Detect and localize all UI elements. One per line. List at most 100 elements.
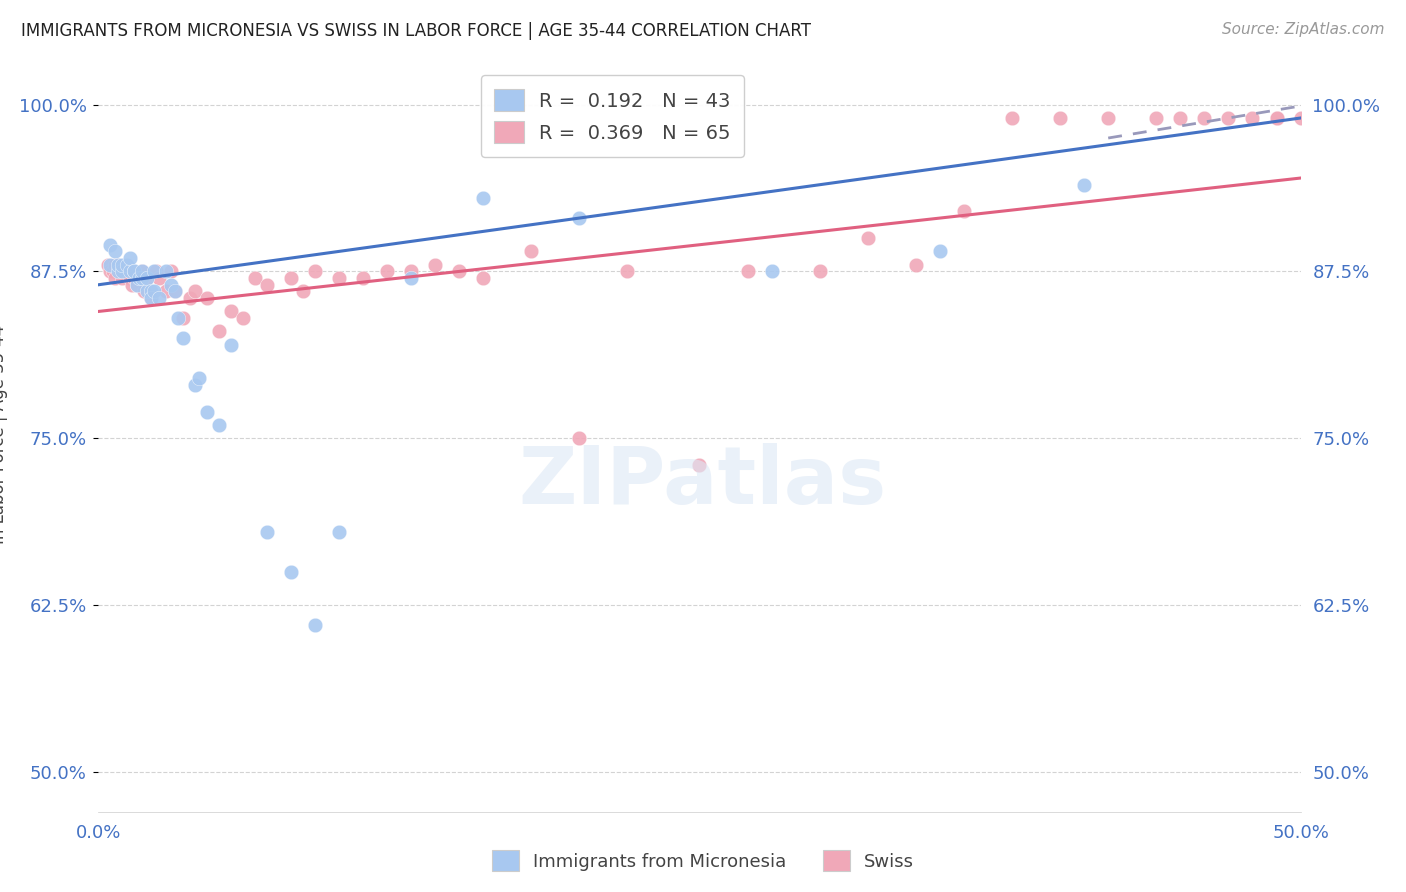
Point <box>1265 111 1288 125</box>
Point <box>107 264 129 278</box>
Point <box>111 258 134 272</box>
Point <box>904 258 927 272</box>
Point <box>352 271 374 285</box>
Point <box>107 258 129 272</box>
Point <box>1170 111 1192 125</box>
Point <box>928 244 950 259</box>
Point <box>135 271 157 285</box>
Point <box>280 565 302 579</box>
Point <box>104 258 127 272</box>
Point <box>737 264 759 278</box>
Point <box>520 244 543 259</box>
Point <box>100 237 122 252</box>
Point <box>172 311 194 326</box>
Point <box>399 264 422 278</box>
Legend: R =  0.192   N = 43, R =  0.369   N = 65: R = 0.192 N = 43, R = 0.369 N = 65 <box>481 75 744 157</box>
Legend: Immigrants from Micronesia, Swiss: Immigrants from Micronesia, Swiss <box>485 843 921 879</box>
Point <box>1144 111 1167 125</box>
Point <box>179 291 201 305</box>
Point <box>423 258 446 272</box>
Point <box>616 264 638 278</box>
Point <box>155 264 177 278</box>
Point <box>1097 111 1119 125</box>
Point <box>124 264 146 278</box>
Point <box>953 204 976 219</box>
Point <box>132 285 155 299</box>
Point <box>114 264 136 278</box>
Point <box>131 264 153 278</box>
Point <box>159 264 181 278</box>
Point <box>195 291 218 305</box>
Point <box>219 338 242 352</box>
Point <box>142 264 165 278</box>
Point <box>472 271 495 285</box>
Point <box>128 271 150 285</box>
Point <box>155 285 177 299</box>
Point <box>121 277 143 292</box>
Point <box>131 271 153 285</box>
Point <box>208 325 231 339</box>
Point <box>108 264 131 278</box>
Point <box>195 404 218 418</box>
Point <box>328 524 350 539</box>
Point <box>243 271 266 285</box>
Point <box>100 264 122 278</box>
Point <box>141 285 163 299</box>
Point <box>124 264 146 278</box>
Point <box>141 291 163 305</box>
Point <box>148 271 170 285</box>
Point <box>568 211 591 225</box>
Point <box>145 264 167 278</box>
Point <box>256 277 278 292</box>
Point <box>118 264 141 278</box>
Point <box>328 271 350 285</box>
Point <box>183 377 205 392</box>
Point <box>1194 111 1216 125</box>
Point <box>568 431 591 445</box>
Point <box>1289 111 1312 125</box>
Point <box>808 264 831 278</box>
Point <box>1218 111 1240 125</box>
Point <box>183 285 205 299</box>
Point <box>125 277 148 292</box>
Point <box>101 264 124 278</box>
Text: Source: ZipAtlas.com: Source: ZipAtlas.com <box>1222 22 1385 37</box>
Point <box>1265 111 1288 125</box>
Point <box>117 264 139 278</box>
Point <box>128 271 150 285</box>
Point <box>688 458 710 472</box>
Point <box>97 258 120 272</box>
Point <box>118 271 141 285</box>
Point <box>232 311 254 326</box>
Point <box>1049 111 1071 125</box>
Point <box>142 285 165 299</box>
Point <box>117 258 139 272</box>
Point <box>111 264 134 278</box>
Point <box>304 264 326 278</box>
Point <box>118 251 141 265</box>
Point <box>135 285 157 299</box>
Point <box>148 291 170 305</box>
Point <box>280 271 302 285</box>
Point <box>172 331 194 345</box>
Point <box>124 264 146 278</box>
Point <box>472 191 495 205</box>
Point <box>375 264 398 278</box>
Point <box>104 244 127 259</box>
Point <box>1073 178 1095 192</box>
Point <box>141 291 163 305</box>
Point <box>131 264 153 278</box>
Point <box>104 271 127 285</box>
Point <box>111 264 134 278</box>
Point <box>111 271 134 285</box>
Point <box>125 277 148 292</box>
Point <box>188 371 211 385</box>
Point <box>1241 111 1264 125</box>
Point <box>159 277 181 292</box>
Point <box>256 524 278 539</box>
Point <box>399 271 422 285</box>
Point <box>208 417 231 432</box>
Point <box>291 285 314 299</box>
Point <box>304 618 326 632</box>
Point <box>165 285 187 299</box>
